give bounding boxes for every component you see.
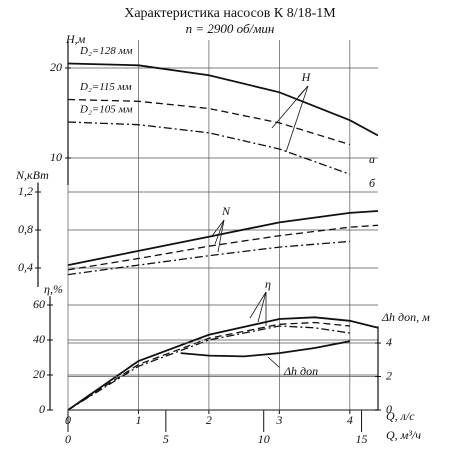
x-tick-label: 4 bbox=[347, 413, 353, 427]
y-tick-label: 20 bbox=[50, 60, 62, 74]
curve bbox=[67, 240, 350, 276]
x-tick-label: 2 bbox=[206, 413, 212, 427]
chart-title: Характеристика насосов К 8/18-1М bbox=[124, 6, 336, 21]
x-tick-label: 10 bbox=[258, 432, 270, 446]
curve bbox=[67, 210, 379, 266]
curve-label: D₂=105 мм bbox=[79, 104, 132, 116]
y-axis-label: H,м bbox=[65, 32, 86, 46]
y-tick-label: 0,4 bbox=[18, 260, 33, 274]
chart-subtitle: n = 2900 об/мин bbox=[186, 21, 275, 36]
curve bbox=[67, 224, 379, 271]
annotation: η bbox=[265, 277, 271, 291]
y-tick-label: 10 bbox=[50, 150, 62, 164]
y-tick-label: 0 bbox=[386, 402, 392, 416]
y-tick-label: 40 bbox=[33, 332, 45, 346]
curve bbox=[180, 340, 350, 358]
x-tick-label: 0 bbox=[65, 432, 71, 446]
curve bbox=[67, 62, 379, 137]
leader bbox=[285, 85, 309, 153]
x-axis-label: Q, м³/ч bbox=[386, 428, 421, 442]
annotation: б bbox=[369, 176, 376, 190]
annotation: N bbox=[221, 204, 231, 218]
annotation: H bbox=[301, 70, 312, 84]
y-tick-label: 0,8 bbox=[18, 222, 33, 236]
x-tick-label: 3 bbox=[275, 413, 282, 427]
y-tick-label: 60 bbox=[33, 297, 45, 311]
curve bbox=[67, 316, 379, 411]
y-axis-label: η,% bbox=[44, 282, 63, 296]
curve-label: D₂=115 мм bbox=[79, 81, 132, 93]
curve bbox=[67, 325, 350, 411]
leader bbox=[211, 219, 225, 237]
y-axis-label: Δh доп, м bbox=[381, 310, 430, 324]
annotation: а bbox=[369, 152, 375, 166]
annotation: Δh доп bbox=[283, 364, 318, 378]
curve bbox=[67, 321, 350, 411]
y-tick-label: 1,2 bbox=[18, 184, 33, 198]
leader bbox=[257, 291, 267, 323]
leader bbox=[214, 219, 225, 245]
y-tick-label: 2 bbox=[386, 368, 392, 382]
x-tick-label: 1 bbox=[135, 413, 141, 427]
leader-lines bbox=[211, 85, 309, 369]
x-axis-label: Q, л/с bbox=[386, 409, 415, 423]
y-tick-label: 0 bbox=[39, 402, 45, 416]
y-tick-label: 4 bbox=[386, 335, 392, 349]
leader bbox=[267, 356, 281, 369]
y-tick-label: 20 bbox=[33, 367, 45, 381]
leader bbox=[217, 219, 225, 253]
x-tick-label: 5 bbox=[163, 432, 169, 446]
curve bbox=[67, 98, 350, 146]
y-axis-label: N,кВт bbox=[15, 168, 49, 182]
x-tick-label: 15 bbox=[356, 432, 368, 446]
leader bbox=[271, 85, 309, 129]
curve-label: D₂=128 мм bbox=[79, 45, 132, 57]
